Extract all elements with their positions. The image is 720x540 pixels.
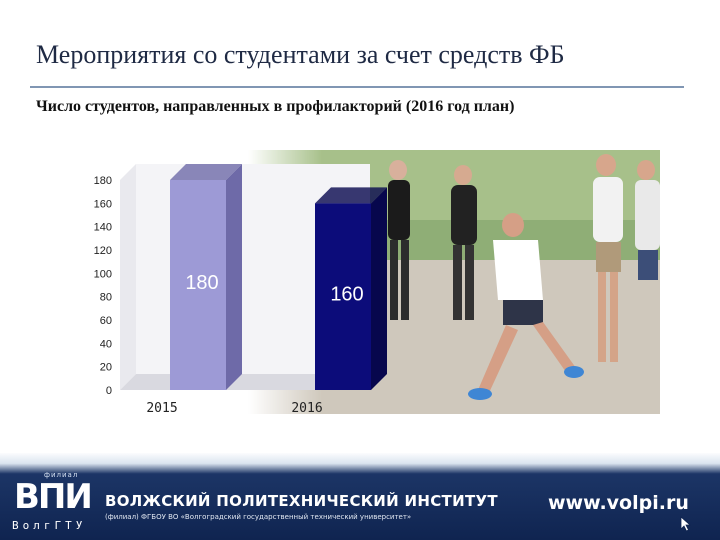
y-tick-label: 140: [94, 222, 112, 234]
y-tick-label: 60: [100, 315, 112, 327]
website-link[interactable]: www.volpi.ru: [548, 492, 689, 514]
bar-2016: [315, 203, 371, 390]
bar-top: [170, 164, 242, 180]
institute-logo: ВПИ: [14, 477, 93, 517]
cursor-arrow-icon: [680, 516, 692, 532]
bar-top: [315, 187, 387, 204]
bar-2015: [170, 180, 226, 390]
y-tick-label: 120: [94, 245, 112, 257]
data-label-2016: 160: [330, 283, 363, 305]
slide-title: Мероприятия со студентами за счет средст…: [36, 40, 565, 69]
chart-side-wall: [120, 164, 136, 390]
y-tick-label: 180: [94, 175, 112, 187]
bar-side: [226, 164, 242, 390]
y-tick-label: 40: [100, 338, 112, 350]
bar-side: [371, 187, 387, 390]
title-divider: [30, 86, 684, 88]
y-tick-label: 0: [106, 385, 112, 397]
logo-bottom-text: ВолгГТУ: [12, 519, 87, 532]
institute-subtitle: (филиал) ФГБОУ ВО «Волгоградский государ…: [105, 513, 412, 521]
logo-top-text: филиал: [44, 471, 79, 479]
x-category-label: 2016: [291, 401, 322, 416]
data-label-2015: 180: [185, 272, 218, 294]
y-tick-label: 160: [94, 198, 112, 210]
institute-name: ВОЛЖСКИЙ ПОЛИТЕХНИЧЕСКИЙ ИНСТИТУТ: [105, 492, 498, 510]
bar-chart: 0 20 40 60 80 100 120 140 160 180 180 2015 160 2016: [70, 140, 400, 430]
x-category-label: 2015: [146, 401, 177, 416]
bar-chart-svg: 0 20 40 60 80 100 120 140 160 180 180 2015 160 2016: [94, 164, 387, 416]
y-tick-label: 100: [94, 268, 112, 280]
y-tick-label: 20: [100, 362, 112, 374]
footer-banner: [0, 453, 720, 540]
slide-subtitle: Число студентов, направленных в профилак…: [36, 98, 515, 115]
y-tick-label: 80: [100, 292, 112, 304]
